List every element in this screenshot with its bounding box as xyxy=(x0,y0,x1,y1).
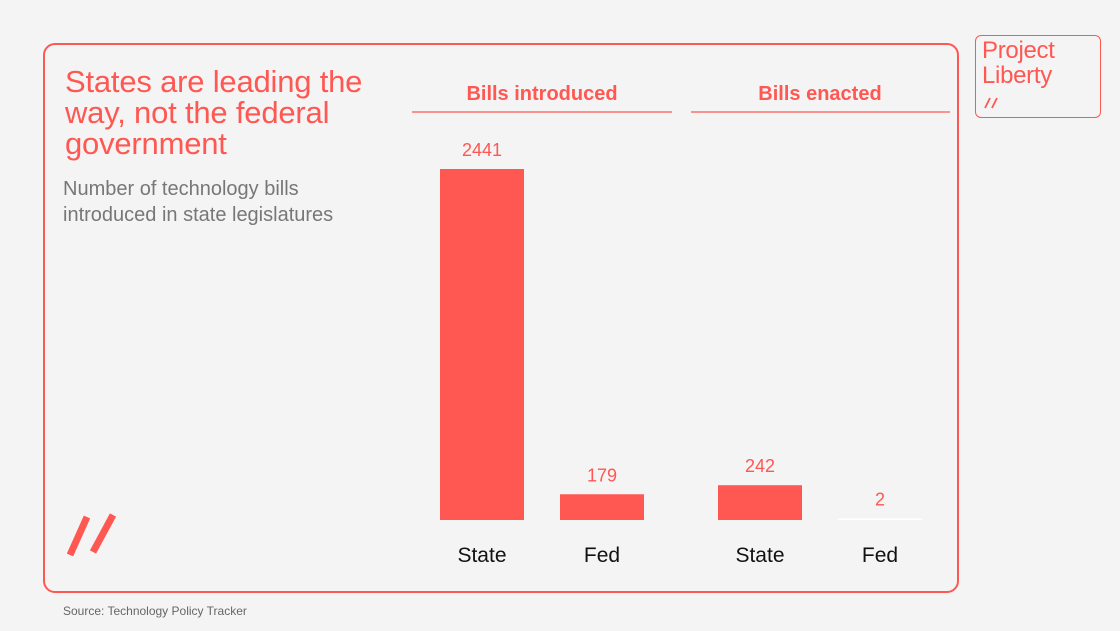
logo-text-line1: Project xyxy=(982,37,1055,64)
category-label: State xyxy=(735,544,784,567)
category-label: Fed xyxy=(862,544,898,567)
bar-value-label: 2 xyxy=(875,490,885,510)
chart-card xyxy=(43,43,959,593)
logo-text-line2: Liberty xyxy=(982,62,1052,89)
bar-state xyxy=(440,169,524,520)
group-title: Bills introduced xyxy=(466,83,617,105)
project-liberty-logo: Project Liberty xyxy=(975,35,1101,118)
bar-state xyxy=(718,485,802,520)
logo-slash-icon xyxy=(984,97,998,109)
category-label: State xyxy=(457,544,506,567)
double-slash-icon xyxy=(66,513,117,557)
bar-value-label: 179 xyxy=(587,465,617,485)
logo-text: Project Liberty xyxy=(982,38,1055,88)
group-title: Bills enacted xyxy=(758,83,881,105)
page-title: States are leading the way, not the fede… xyxy=(65,64,363,161)
page-subtitle: Number of technology bills introduced in… xyxy=(63,178,334,226)
source-note: Source: Technology Policy Tracker xyxy=(63,604,247,618)
bar-fed xyxy=(838,518,922,520)
category-label: Fed xyxy=(584,544,620,567)
bar-value-label: 2441 xyxy=(462,140,502,160)
bar-value-label: 242 xyxy=(745,456,775,476)
bar-fed xyxy=(560,494,644,520)
